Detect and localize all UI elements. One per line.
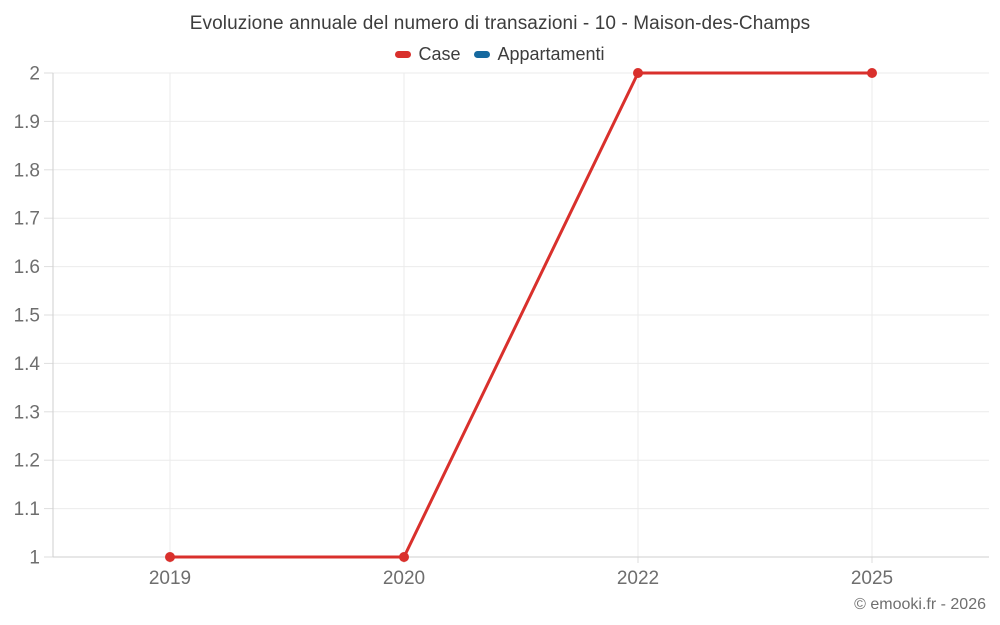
legend-swatch-appartamenti-icon xyxy=(474,51,491,58)
x-axis-tick-label: 2019 xyxy=(149,568,191,589)
y-axis-tick-label: 1.6 xyxy=(14,257,40,278)
data-point-case[interactable] xyxy=(165,552,175,562)
y-axis-tick-label: 1.2 xyxy=(14,451,40,472)
legend: Case Appartamenti xyxy=(0,44,1000,65)
legend-label-case: Case xyxy=(418,44,461,64)
legend-item-case[interactable]: Case xyxy=(395,44,460,65)
y-axis-tick-label: 1 xyxy=(29,548,40,569)
y-axis-tick-label: 2 xyxy=(29,64,40,85)
data-point-case[interactable] xyxy=(633,68,643,78)
y-axis-tick-label: 1.7 xyxy=(14,209,40,230)
data-point-case[interactable] xyxy=(399,552,409,562)
y-axis-tick-label: 1.3 xyxy=(14,402,40,423)
legend-swatch-case-icon xyxy=(395,51,412,58)
y-axis-tick-label: 1.8 xyxy=(14,160,40,181)
x-axis-tick-label: 2020 xyxy=(383,568,425,589)
legend-label-appartamenti: Appartamenti xyxy=(497,44,605,64)
series-line-case xyxy=(168,71,874,559)
chart-title: Evoluzione annuale del numero di transaz… xyxy=(189,13,811,34)
y-axis-tick-label: 1.9 xyxy=(14,112,40,133)
y-axis-tick-label: 1.1 xyxy=(14,499,40,520)
x-axis-tick-label: 2025 xyxy=(851,568,893,589)
copyright-credit: © emooki.fr - 2026 xyxy=(854,596,986,613)
y-axis-tick-label: 1.4 xyxy=(14,354,41,375)
x-axis-tick-label: 2022 xyxy=(617,568,659,589)
legend-item-appartamenti[interactable]: Appartamenti xyxy=(474,44,605,65)
y-axis-tick-label: 1.5 xyxy=(14,306,40,327)
data-point-case[interactable] xyxy=(867,68,877,78)
